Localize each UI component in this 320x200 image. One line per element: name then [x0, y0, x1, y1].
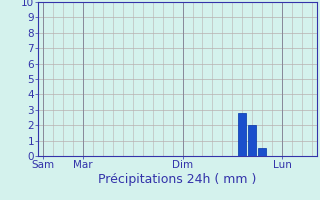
- Bar: [238, 113, 246, 156]
- Bar: [258, 148, 266, 156]
- Bar: [248, 125, 256, 156]
- X-axis label: Précipitations 24h ( mm ): Précipitations 24h ( mm ): [99, 173, 257, 186]
